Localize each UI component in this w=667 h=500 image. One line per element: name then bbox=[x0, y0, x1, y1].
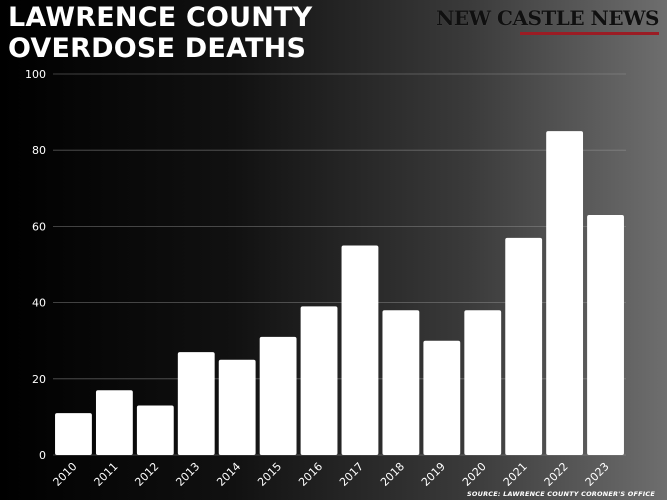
chart-title-line-1: LAWRENCE COUNTY bbox=[8, 2, 313, 33]
bar-2021 bbox=[505, 237, 543, 455]
brand-logo-rule bbox=[520, 32, 659, 35]
x-tick-label-2016: 2016 bbox=[296, 460, 325, 489]
brand-logo: NEW CASTLE NEWS bbox=[436, 6, 659, 30]
y-tick-label-40: 40 bbox=[32, 297, 46, 310]
x-tick-label-2010: 2010 bbox=[51, 460, 80, 489]
x-tick-label-2021: 2021 bbox=[501, 460, 530, 489]
bar-2016 bbox=[300, 306, 338, 455]
chart-title-line-2: OVERDOSE DEATHS bbox=[8, 33, 307, 64]
bar-2019 bbox=[423, 340, 461, 455]
bar-2023 bbox=[587, 214, 624, 455]
x-tick-label-2014: 2014 bbox=[214, 460, 243, 489]
y-tick-label-60: 60 bbox=[32, 220, 46, 233]
x-tick-label-2012: 2012 bbox=[132, 460, 161, 489]
bar-2014 bbox=[218, 359, 256, 455]
x-tick-label-2018: 2018 bbox=[378, 460, 407, 489]
y-tick-label-80: 80 bbox=[32, 144, 46, 157]
x-tick-label-2011: 2011 bbox=[92, 460, 121, 489]
x-tick-label-2013: 2013 bbox=[173, 460, 202, 489]
bar-2010 bbox=[55, 413, 92, 455]
x-tick-label-2017: 2017 bbox=[337, 460, 366, 489]
bar-2017 bbox=[341, 245, 379, 455]
x-tick-label-2022: 2022 bbox=[542, 460, 571, 489]
x-tick-label-2020: 2020 bbox=[460, 460, 489, 489]
bar-2013 bbox=[177, 352, 215, 455]
x-tick-label-2019: 2019 bbox=[419, 460, 448, 489]
bar-2022 bbox=[546, 131, 584, 455]
bar-2011 bbox=[95, 390, 133, 455]
chart-title: LAWRENCE COUNTY OVERDOSE DEATHS bbox=[8, 2, 312, 64]
x-tick-label-2015: 2015 bbox=[255, 460, 284, 489]
bar-2015 bbox=[259, 336, 297, 455]
y-tick-label-0: 0 bbox=[39, 449, 46, 462]
y-tick-label-100: 100 bbox=[25, 68, 46, 81]
source-note: SOURCE: LAWRENCE COUNTY CORONER'S OFFICE bbox=[466, 490, 655, 498]
bar-2012 bbox=[136, 405, 174, 455]
y-tick-label-20: 20 bbox=[32, 373, 46, 386]
bar-2018 bbox=[382, 310, 420, 455]
x-tick-label-2023: 2023 bbox=[583, 460, 612, 489]
bar-2020 bbox=[464, 310, 502, 455]
